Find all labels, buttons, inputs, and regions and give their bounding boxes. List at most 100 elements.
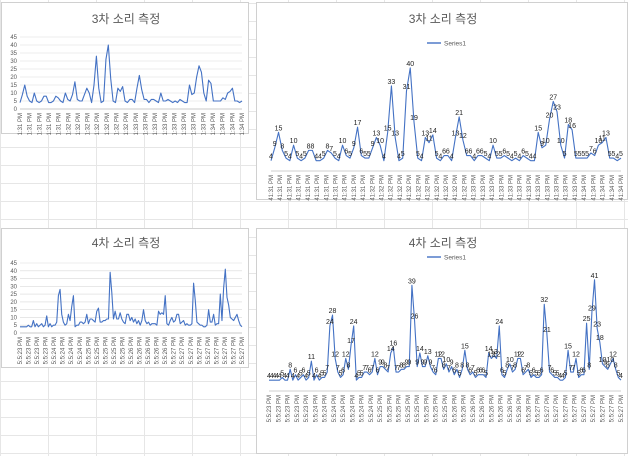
data-label: 9 [407,360,411,367]
data-label: 18 [564,118,572,125]
data-label: 12 [572,351,580,358]
data-label: 40 [406,61,414,68]
data-label: 8 [402,362,406,369]
chart-round3-large[interactable]: 3차 소리 측정 5:41:31 PM 5:41:31 PM 5:41:31 PM 5:… [256,2,628,201]
data-label: 4 [296,373,300,380]
x-tick-label: 5:5:25 PM [424,395,430,422]
data-label: 4 [420,154,424,161]
data-label: 8 [455,362,459,369]
data-label: 8 [505,362,509,369]
x-tick-label: 5:41:31 PM [269,175,275,201]
data-label: 27 [549,94,557,101]
chart-title: 3차 소리 측정 [92,12,161,26]
data-label: 14 [485,346,493,353]
data-label: 5 [484,370,488,377]
chart-round4-large[interactable]: 4차 소리 측정 5:5:23 PM 5:5:23 PM 5:5:23 PM 5:5:2… [256,228,628,454]
x-tick-label: 5:41:34 PM [230,113,236,135]
x-tick-label: 5:5:26 PM [155,337,161,364]
data-label: 17 [354,120,362,127]
x-tick-label: 5:5:24 PM [369,395,375,422]
data-label: 7 [386,365,390,372]
data-label: 6 [476,149,480,156]
data-label: 10 [557,138,565,145]
x-tick-label: 5:5:24 PM [332,395,338,422]
x-tick-label: 5:41:33 PM [153,113,159,135]
chart-round3-small[interactable]: 3차 소리 측정 0 5 10 15 20 25 30 35 40 45 5:41:31 PM 5:41… [1,2,249,135]
x-tick-label: 5:41:31 PM [57,113,63,135]
x-tick-label: 5:41:32 PM [444,175,450,201]
x-tick-label: 5:5:27 PM [240,337,246,364]
data-label: 9 [405,360,409,367]
x-tick-label: 5:5:27 PM [189,337,195,364]
x-tick-label: 5:5:25 PM [103,337,109,364]
data-label: 12 [487,351,495,358]
data-label: 12 [493,351,501,358]
series-line [269,279,622,381]
x-tick-label: 5:41:32 PM [453,175,459,201]
data-label: 5 [556,370,560,377]
data-label: 15 [534,125,542,132]
data-label: 5 [320,370,324,377]
data-label: 17 [347,338,355,345]
data-label: 24 [326,319,334,326]
data-label: 13 [391,130,399,137]
data-label: 11 [425,136,432,143]
x-tick-label: 5:41:31 PM [333,175,339,201]
data-label: 6 [480,149,484,156]
x-tick-label: 5:5:27 PM [610,395,616,422]
data-label: 4 [532,154,536,161]
data-label: 18 [596,335,604,342]
x-tick-label: 5:5:23 PM [276,395,282,422]
data-label: 13 [602,130,610,137]
x-tick-label: 5:41:32 PM [76,113,82,135]
x-tick-label: 5:41:31 PM [352,175,358,201]
data-label: 5 [581,151,585,158]
data-label: 6 [593,149,597,156]
x-tick-label: 5:5:24 PM [313,395,319,422]
data-label: 9 [540,141,544,148]
data-label: 8 [346,362,350,369]
data-label: 5 [585,151,589,158]
x-tick-label: 5:41:32 PM [115,113,121,135]
data-label: 33 [388,79,396,86]
data-label: 6 [500,368,504,375]
x-tick-label: 5:41:31 PM [297,175,303,201]
data-label: 15 [275,125,283,132]
data-label: 23 [553,105,561,112]
x-tick-label: 5:41:31 PM [287,175,293,201]
x-tick-label: 5:5:27 PM [600,395,606,422]
data-label: 8 [310,143,314,150]
x-tick-label: 5:41:32 PM [407,175,413,201]
x-tick-label: 5:5:27 PM [582,395,588,422]
data-label: 21 [543,327,551,334]
data-label: 4 [487,154,491,161]
data-label: 8 [460,362,464,369]
y-tick-label: 20 [10,300,17,306]
chart-title: 3차 소리 측정 [409,12,478,26]
x-tick-label: 5:41:33 PM [536,175,542,201]
data-label: 5 [348,151,352,158]
data-label: 5 [322,151,326,158]
data-label: 5 [525,151,529,158]
data-label: 7 [431,365,435,372]
y-tick-label: 35 [10,277,17,283]
data-label: 8 [526,362,530,369]
x-tick-label: 5:41:33 PM [490,175,496,201]
data-label: 7 [394,365,398,372]
x-tick-label: 5:41:31 PM [28,113,34,135]
chart-round4-small[interactable]: 4차 소리 측정 0 5 10 15 20 25 30 35 40 45 5:5:23 PM 5:5:2… [1,228,249,368]
x-tick-label: 5:41:31 PM [306,175,312,201]
x-tick-label: 5:5:26 PM [138,337,144,364]
data-label: 5 [534,370,538,377]
x-tick-label: 5:41:33 PM [527,175,533,201]
series-line [270,67,622,162]
x-tick-label: 5:5:26 PM [508,395,514,422]
data-label: 5 [608,151,612,158]
data-label: 4 [529,154,533,161]
data-label: 24 [350,319,358,326]
x-tick-label: 5:5:27 PM [231,337,237,364]
x-tick-label: 5:5:27 PM [223,337,229,364]
x-tick-label: 5:41:31 PM [361,175,367,201]
data-label: 5 [299,370,303,377]
